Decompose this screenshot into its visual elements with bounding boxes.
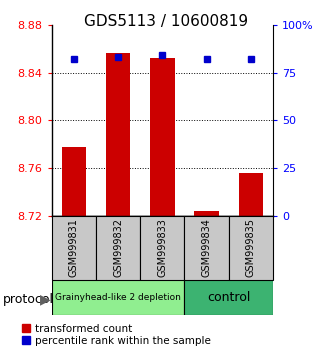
Text: GSM999833: GSM999833 — [157, 218, 167, 277]
Text: protocol: protocol — [3, 293, 54, 306]
Bar — [150, 58, 174, 216]
Text: GSM999835: GSM999835 — [246, 218, 256, 277]
Text: GSM999832: GSM999832 — [113, 218, 123, 277]
Text: control: control — [207, 291, 250, 304]
Bar — [96, 216, 140, 280]
Bar — [140, 216, 184, 280]
Bar — [194, 211, 219, 216]
Text: GDS5113 / 10600819: GDS5113 / 10600819 — [85, 14, 248, 29]
Legend: transformed count, percentile rank within the sample: transformed count, percentile rank withi… — [22, 324, 211, 346]
Bar — [62, 147, 86, 216]
Bar — [52, 216, 96, 280]
Bar — [184, 280, 273, 315]
Text: GSM999831: GSM999831 — [69, 218, 79, 277]
Text: GSM999834: GSM999834 — [201, 218, 212, 277]
Bar — [229, 216, 273, 280]
Text: ▶: ▶ — [40, 292, 50, 306]
Bar — [184, 216, 229, 280]
Bar — [106, 53, 130, 216]
Text: Grainyhead-like 2 depletion: Grainyhead-like 2 depletion — [55, 293, 181, 302]
Bar — [239, 173, 263, 216]
Bar — [52, 280, 184, 315]
